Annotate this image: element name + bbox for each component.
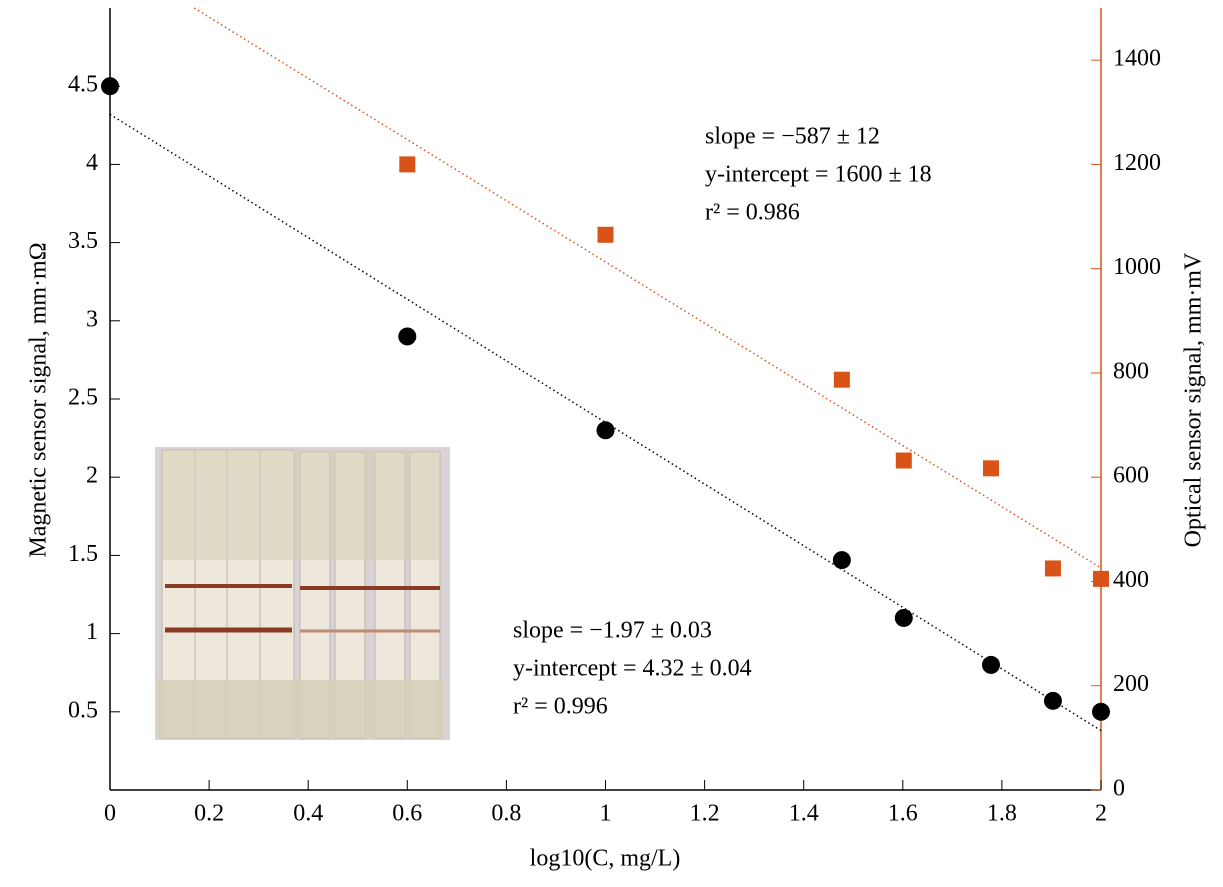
fit-annotation: slope = −1.97 ± 0.03 xyxy=(513,618,712,644)
fit-annotation: y-intercept = 4.32 ± 0.04 xyxy=(513,656,752,682)
y2-tick-label: 1400 xyxy=(1113,46,1161,72)
point xyxy=(1093,570,1109,587)
point xyxy=(399,156,416,173)
fit-line xyxy=(109,113,1102,732)
x-tick-label: 1.8 xyxy=(987,801,1017,827)
point xyxy=(1092,702,1110,721)
y-tick-label: 3 xyxy=(86,306,98,332)
point xyxy=(1044,560,1061,577)
fit-annotation: r² = 0.996 xyxy=(513,694,608,720)
point xyxy=(894,608,913,627)
point xyxy=(833,371,850,388)
point xyxy=(895,452,912,469)
x-tick-label: 0.8 xyxy=(491,801,521,827)
x-tick-label: 0.6 xyxy=(392,801,422,827)
y2-tick-label: 1200 xyxy=(1113,150,1161,176)
x-tick-label: 1 xyxy=(600,801,612,827)
y2-tick-label: 400 xyxy=(1113,567,1149,593)
y-axis-label: Magnetic sensor signal, mm·mΩ xyxy=(26,242,52,557)
point xyxy=(101,77,119,96)
point xyxy=(597,226,614,243)
x-tick-label: 1.6 xyxy=(888,801,918,827)
point xyxy=(596,421,615,440)
y-tick-label: 4.5 xyxy=(68,72,98,98)
y2-tick-label: 200 xyxy=(1113,671,1149,697)
point xyxy=(982,460,999,477)
y2-axis-label: Optical sensor signal, mm·mV xyxy=(1181,252,1207,547)
x-tick-label: 1.4 xyxy=(789,801,819,827)
y-tick-label: 3.5 xyxy=(68,228,98,254)
x-tick-label: 0 xyxy=(104,801,116,827)
y2-tick-label: 0 xyxy=(1113,776,1125,802)
y-tick-label: 4 xyxy=(86,150,98,176)
y-tick-label: 0.5 xyxy=(68,697,98,723)
x-tick-label: 0.4 xyxy=(293,801,323,827)
y-tick-label: 2.5 xyxy=(68,385,98,411)
x-tick-label: 2 xyxy=(1095,801,1107,827)
fit-annotation: r² = 0.986 xyxy=(705,200,800,226)
x-tick-label: 0.2 xyxy=(194,801,224,827)
y-tick-label: 1.5 xyxy=(68,541,98,567)
inset-photo xyxy=(155,447,450,740)
point xyxy=(398,327,417,346)
x-tick-label: 1.2 xyxy=(690,801,720,827)
point xyxy=(1043,691,1062,710)
fit-annotation: y-intercept = 1600 ± 18 xyxy=(705,162,932,188)
y2-tick-label: 1000 xyxy=(1113,254,1161,280)
fit-annotation: slope = −587 ± 12 xyxy=(705,124,880,150)
point xyxy=(981,655,1000,674)
y2-tick-label: 600 xyxy=(1113,463,1149,489)
point xyxy=(832,551,851,570)
x-axis-label: log10(C, mg/L) xyxy=(530,846,681,872)
y2-tick-label: 800 xyxy=(1113,358,1149,384)
y-tick-label: 2 xyxy=(86,463,98,489)
y-tick-label: 1 xyxy=(86,619,98,645)
